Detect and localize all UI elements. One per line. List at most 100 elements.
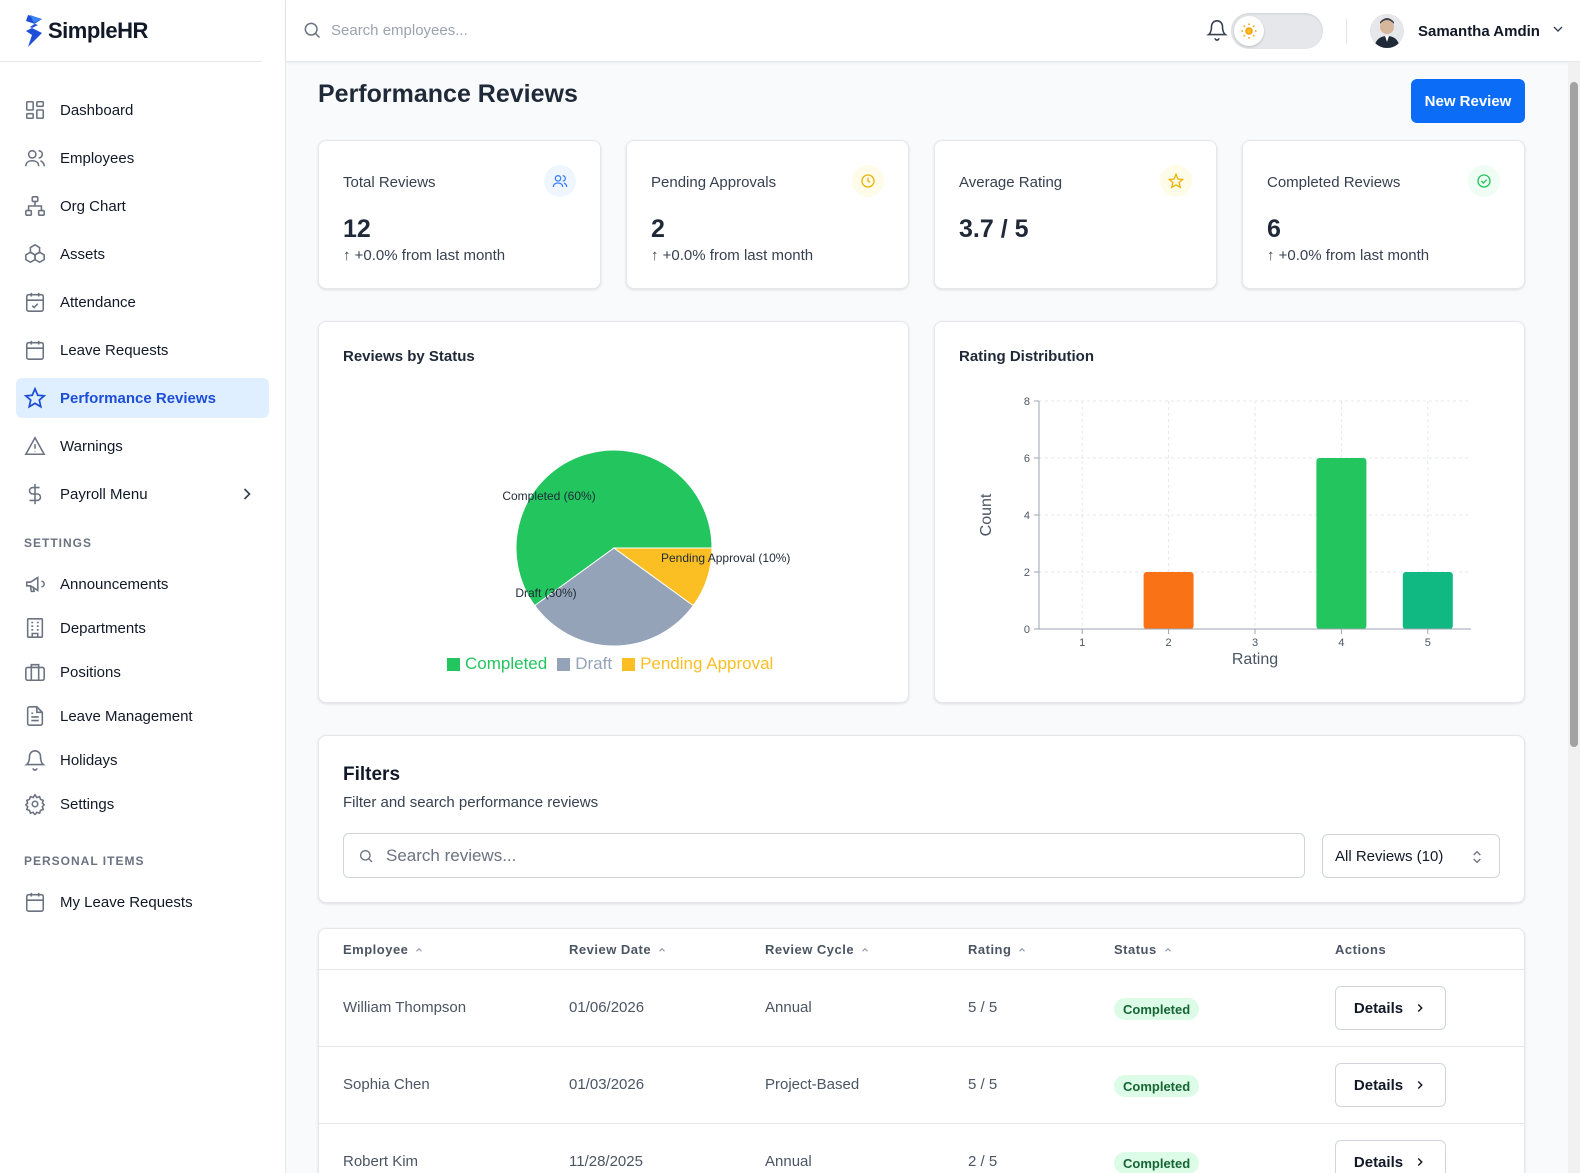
sidebar-item-my-leave-requests[interactable]: My Leave Requests: [16, 882, 269, 922]
sort-icon: [862, 947, 869, 952]
sidebar: SimpleHR Dashboard Employees Org Chart A…: [0, 0, 286, 1173]
cell-rating: 5 / 5: [968, 1076, 998, 1093]
x-axis-label: Rating: [1232, 651, 1278, 668]
sidebar-item-assets[interactable]: Assets: [16, 234, 269, 274]
org-chart-icon: [24, 195, 46, 217]
bar-rating-4[interactable]: [1316, 458, 1367, 629]
bar-rating-2[interactable]: [1143, 572, 1194, 629]
sidebar-item-leave-management[interactable]: Leave Management: [16, 696, 269, 736]
sidebar-item-settings[interactable]: Settings: [16, 784, 269, 824]
new-review-button[interactable]: New Review: [1411, 79, 1525, 123]
legend-swatch: [622, 657, 636, 671]
x-tick-label: 4: [1338, 637, 1344, 649]
column-header-review-cycle[interactable]: Review Cycle: [765, 942, 870, 957]
sidebar-item-leave-requests[interactable]: Leave Requests: [16, 330, 269, 370]
chevron-right-icon: [1417, 1157, 1423, 1167]
pie-slice-pending-approval[interactable]: [612, 547, 713, 607]
sidebar-item-employees[interactable]: Employees: [16, 138, 269, 178]
stat-change: ↑ +0.0% from last month: [651, 247, 814, 264]
review-filter-select[interactable]: All Reviews (10): [1322, 834, 1500, 878]
x-tick-label: 5: [1425, 637, 1431, 649]
x-tick-label: 2: [1166, 637, 1172, 649]
legend-item-draft[interactable]: Draft: [557, 654, 612, 674]
sidebar-item-dashboard[interactable]: Dashboard: [16, 90, 269, 130]
table-row: Robert Kim 11/28/2025 Annual 2 / 5 Compl…: [319, 1124, 1524, 1173]
sidebar-item-warnings[interactable]: Warnings: [16, 426, 269, 466]
table-row: William Thompson 01/06/2026 Annual 5 / 5…: [319, 970, 1524, 1047]
stat-change: ↑ +0.0% from last month: [343, 247, 506, 264]
x-tick-label: 3: [1252, 637, 1258, 649]
legend-label: Completed: [465, 654, 548, 673]
page-title: Performance Reviews: [318, 80, 578, 108]
column-header-status[interactable]: Status: [1114, 942, 1173, 957]
details-button[interactable]: Details: [1335, 1063, 1446, 1107]
reviews-table: Employee Review Date Review Cycle Rating…: [318, 928, 1525, 1173]
scrollbar-thumb[interactable]: [1570, 82, 1578, 747]
sidebar-item-attendance[interactable]: Attendance: [16, 282, 269, 322]
chevron-down-icon: [1550, 21, 1566, 41]
sidebar-item-positions[interactable]: Positions: [16, 652, 269, 692]
employee-search-input[interactable]: Search employees...: [302, 20, 468, 40]
brand[interactable]: SimpleHR: [0, 0, 262, 62]
notifications-button[interactable]: [1206, 19, 1228, 46]
column-header-review-date[interactable]: Review Date: [569, 942, 667, 957]
settings-section-label: SETTINGS: [24, 536, 93, 550]
sidebar-item-label: Leave Management: [60, 707, 193, 725]
table-header: Employee Review Date Review Cycle Rating…: [319, 929, 1524, 970]
sidebar-item-performance-reviews[interactable]: Performance Reviews: [16, 378, 269, 418]
sidebar-item-label: Performance Reviews: [60, 389, 216, 407]
y-tick-label: 0: [1024, 624, 1030, 636]
legend-item-pending-approval[interactable]: Pending Approval: [622, 654, 773, 674]
legend-item-completed[interactable]: Completed: [447, 654, 547, 674]
column-header-employee[interactable]: Employee: [343, 942, 424, 957]
sidebar-item-label: Leave Requests: [60, 341, 169, 359]
sort-icon: [659, 947, 666, 952]
sidebar-item-payroll-menu[interactable]: Payroll Menu: [16, 474, 269, 514]
legend-swatch: [447, 657, 460, 671]
sidebar-item-label: Attendance: [60, 293, 136, 311]
user-menu[interactable]: Samantha Amdin: [1370, 14, 1566, 48]
bar-rating-5[interactable]: [1402, 572, 1453, 629]
sidebar-item-label: Dashboard: [60, 101, 134, 119]
sort-icon: [1164, 947, 1171, 952]
stat-card-average-rating: Average Rating 3.7 / 5: [934, 140, 1217, 289]
calendar-icon: [24, 891, 46, 913]
theme-toggle[interactable]: [1231, 13, 1323, 49]
boxes-icon: [24, 243, 46, 265]
cell-employee: Sophia Chen: [343, 1076, 430, 1093]
personal-section-label: PERSONAL ITEMS: [24, 854, 145, 868]
y-tick-label: 8: [1024, 396, 1030, 408]
chart-title: Rating Distribution: [959, 348, 1094, 365]
sidebar-item-label: Assets: [60, 245, 106, 263]
cell-review-date: 01/06/2026: [569, 999, 645, 1016]
pie-slice-draft[interactable]: [534, 547, 694, 647]
sidebar-item-label: My Leave Requests: [60, 893, 193, 911]
bar-chart: 0 2 4 6 8 1 2 3 4 5 Rating Count: [978, 396, 1471, 668]
pie-legend: Completed Draft Pending Approval: [447, 654, 783, 674]
pie-label: Pending Approval (10%): [661, 551, 790, 565]
users-icon: [544, 165, 576, 197]
users-icon: [24, 147, 46, 169]
sort-icon: [416, 947, 423, 952]
dollar-icon: [24, 483, 46, 505]
sidebar-item-holidays[interactable]: Holidays: [16, 740, 269, 780]
scrollbar[interactable]: [1568, 62, 1580, 1173]
cell-rating: 5 / 5: [968, 999, 998, 1016]
clock-icon: [852, 165, 884, 197]
sidebar-item-departments[interactable]: Departments: [16, 608, 269, 648]
column-header-rating[interactable]: Rating: [968, 942, 1027, 957]
sidebar-item-org-chart[interactable]: Org Chart: [16, 186, 269, 226]
stat-change: ↑ +0.0% from last month: [1267, 247, 1430, 264]
sidebar-item-label: Settings: [60, 795, 115, 813]
cell-employee: Robert Kim: [343, 1153, 419, 1170]
details-button[interactable]: Details: [1335, 986, 1446, 1030]
details-button[interactable]: Details: [1335, 1140, 1446, 1173]
search-icon: [360, 849, 373, 862]
pie-slice-completed[interactable]: [515, 449, 713, 607]
status-badge: Completed: [1114, 1152, 1200, 1173]
x-tick-label: 1: [1079, 637, 1085, 649]
search-placeholder: Search reviews...: [386, 845, 517, 865]
review-search-input[interactable]: Search reviews...: [343, 833, 1305, 878]
sidebar-item-announcements[interactable]: Announcements: [16, 564, 269, 604]
document-icon: [24, 705, 46, 727]
